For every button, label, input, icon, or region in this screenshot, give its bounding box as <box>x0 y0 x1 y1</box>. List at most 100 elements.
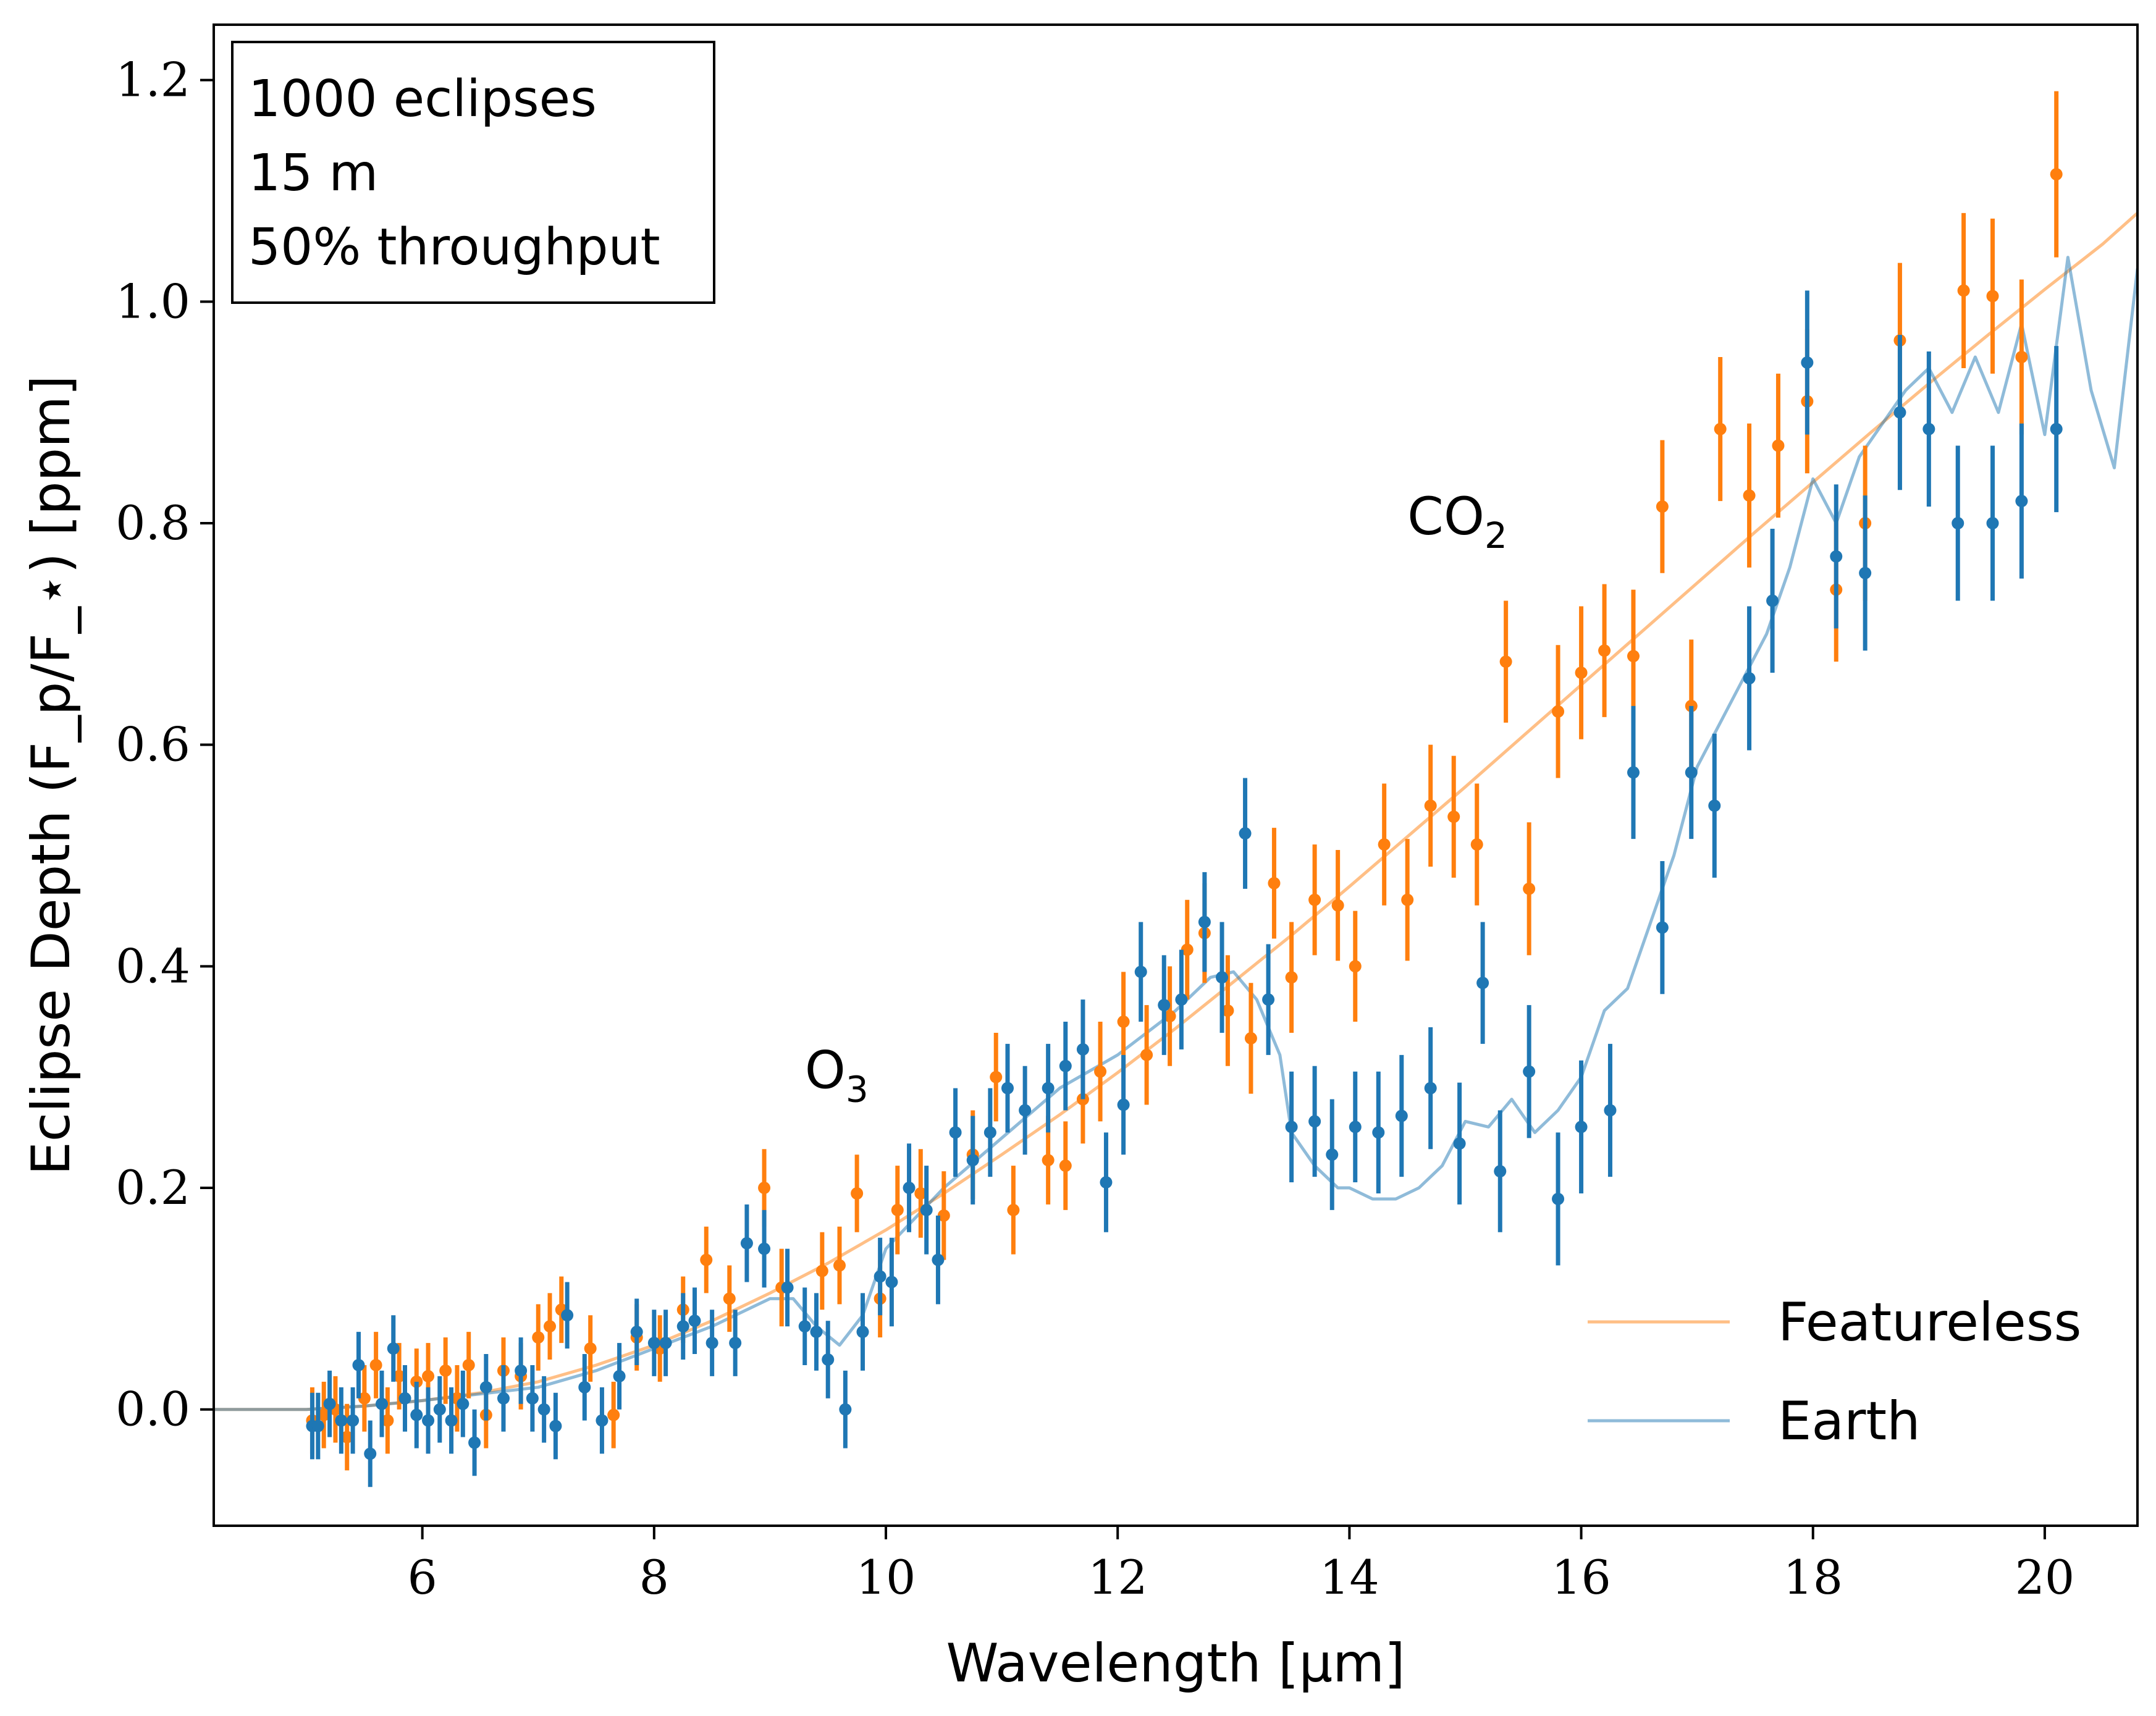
y-tick-label: 0.0 <box>116 1382 190 1437</box>
featureless-marker <box>393 1369 406 1382</box>
featureless-marker <box>1447 810 1460 823</box>
x-tick-label: 6 <box>407 1550 437 1605</box>
y-axis-ticks: 0.0 0.2 0.4 0.6 0.8 1.0 1.2 <box>116 53 214 1437</box>
featureless-marker <box>937 1209 950 1222</box>
featureless-marker <box>2050 168 2063 181</box>
earth-point <box>758 1209 771 1288</box>
earth-point <box>1285 1071 1298 1183</box>
featureless-marker <box>2015 351 2028 364</box>
earth-marker <box>1349 1121 1362 1133</box>
info-box-line-3: 50% throughput <box>248 218 660 277</box>
featureless-marker <box>815 1264 828 1277</box>
earth-point <box>1656 860 1669 995</box>
featureless-marker <box>914 1187 927 1200</box>
earth-marker <box>1830 550 1843 563</box>
earth-marker <box>561 1309 574 1322</box>
featureless-point <box>1163 966 1176 1066</box>
molecule-annotations: O3 CO2 <box>805 486 1507 1111</box>
featureless-marker <box>1656 500 1669 513</box>
earth-point <box>810 1293 823 1371</box>
earth-marker <box>1076 1043 1089 1056</box>
earth-marker <box>1059 1059 1072 1072</box>
earth-marker <box>1801 356 1814 369</box>
earth-point <box>537 1376 550 1443</box>
earth-marker <box>1001 1082 1014 1095</box>
featureless-point <box>1349 911 1362 1022</box>
featureless-marker <box>318 1408 331 1421</box>
featureless-point <box>1772 373 1785 518</box>
earth-point <box>856 1293 869 1371</box>
earth-marker <box>1100 1176 1113 1189</box>
earth-marker <box>740 1237 753 1250</box>
earth-point <box>311 1392 324 1460</box>
y-axis-label: Eclipse Depth (F_p/F_⋆) [ppm] <box>20 375 82 1175</box>
earth-point <box>1042 1043 1055 1133</box>
earth-point <box>874 1237 886 1316</box>
featureless-marker <box>1331 899 1344 912</box>
featureless-point <box>914 1149 927 1238</box>
x-tick-label: 14 <box>1320 1550 1379 1605</box>
earth-marker <box>781 1281 794 1294</box>
earth-marker <box>1685 766 1698 779</box>
featureless-marker <box>1094 1065 1107 1078</box>
featureless-marker <box>544 1320 557 1333</box>
earth-point <box>1198 872 1211 972</box>
info-box-line-2: 15 m <box>248 144 378 203</box>
earth-marker <box>1859 566 1872 579</box>
earth-point <box>1859 495 1872 651</box>
info-box: 1000 eclipses 15 m 50% throughput <box>231 41 715 304</box>
earth-marker <box>1308 1115 1321 1128</box>
earth-point <box>885 1237 898 1327</box>
featureless-marker <box>1986 290 1999 303</box>
x-tick-label: 10 <box>856 1550 916 1605</box>
earth-point <box>1801 290 1814 435</box>
earth-point <box>903 1143 916 1232</box>
legend: Featureless Earth <box>1588 1292 2081 1452</box>
earth-point <box>613 1343 626 1410</box>
earth-point <box>1059 1022 1072 1111</box>
legend-featureless-label: Featureless <box>1778 1292 2081 1353</box>
x-tick-label: 12 <box>1088 1550 1148 1605</box>
model-line-featureless <box>214 212 2137 1411</box>
earth-marker <box>1117 1098 1130 1111</box>
earth-point <box>1708 733 1721 878</box>
featureless-marker <box>1957 284 1970 297</box>
featureless-point <box>1986 218 1999 374</box>
earth-marker <box>885 1276 898 1289</box>
featureless-marker <box>1499 655 1512 668</box>
earth-marker <box>1523 1065 1536 1078</box>
earth-marker <box>537 1403 550 1416</box>
featureless-marker <box>758 1182 771 1195</box>
legend-earth-label: Earth <box>1778 1390 1921 1452</box>
earth-marker <box>810 1326 823 1339</box>
earth-point <box>1893 335 1906 490</box>
earth-marker <box>1216 971 1229 984</box>
earth-point <box>352 1332 365 1398</box>
earth-marker <box>1019 1104 1032 1117</box>
earth-point <box>387 1315 400 1382</box>
info-box-line-1: 1000 eclipses <box>248 70 597 128</box>
earth-point <box>497 1365 510 1432</box>
featureless-point <box>815 1232 828 1310</box>
featureless-point <box>1656 440 1669 573</box>
earth-point <box>839 1370 852 1449</box>
featureless-marker <box>381 1414 394 1427</box>
featureless-point <box>369 1332 382 1398</box>
earth-marker <box>705 1337 718 1350</box>
earth-marker <box>903 1182 916 1195</box>
earth-marker <box>1986 517 1999 530</box>
earth-point <box>526 1365 539 1432</box>
earth-point <box>705 1310 718 1376</box>
earth-point <box>1922 351 1935 507</box>
earth-point <box>364 1420 377 1487</box>
earth-marker <box>1395 1109 1408 1122</box>
featureless-point <box>607 1381 620 1449</box>
earth-marker <box>422 1414 435 1427</box>
earth-marker <box>410 1408 423 1421</box>
earth-point <box>920 1166 933 1255</box>
x-tick-label: 8 <box>639 1550 669 1605</box>
earth-marker <box>1656 921 1669 934</box>
earth-point <box>347 1387 360 1454</box>
earth-marker <box>647 1337 660 1350</box>
